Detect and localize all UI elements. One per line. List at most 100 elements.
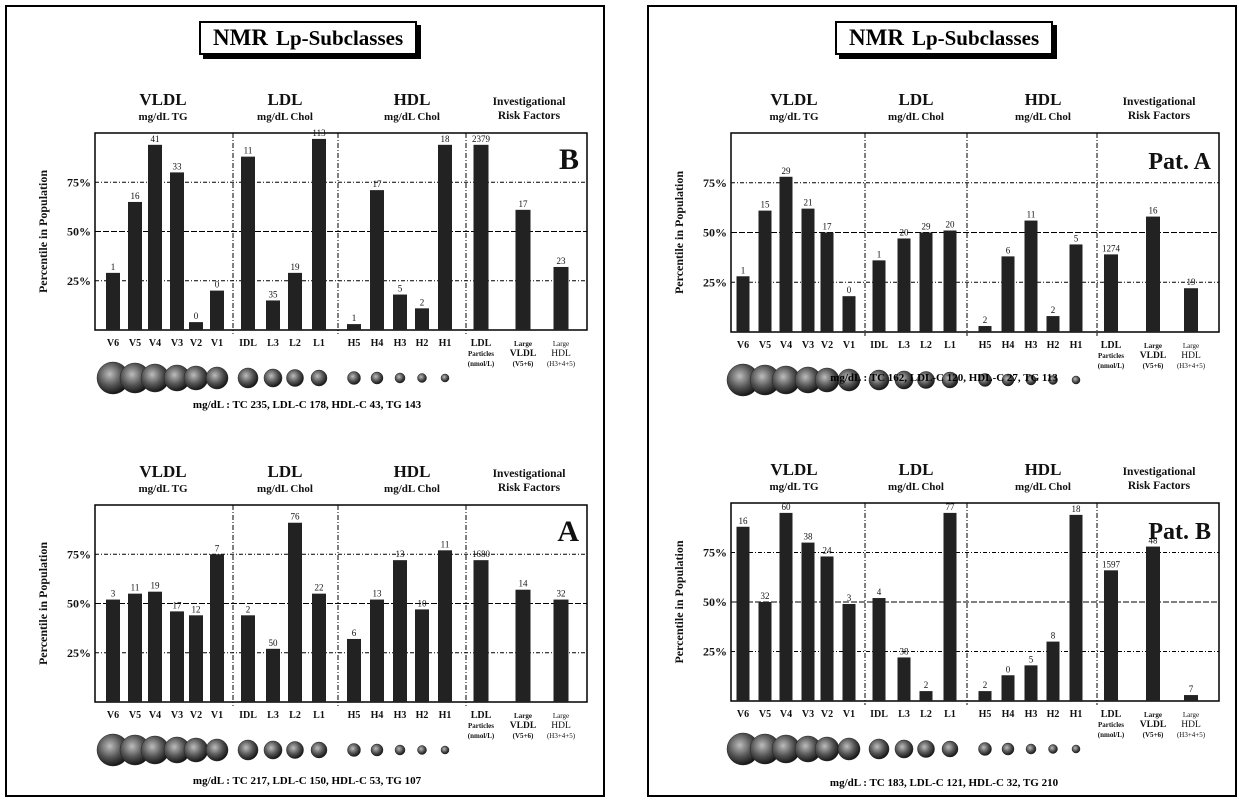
bar-value-label: 17 — [373, 179, 383, 189]
title-main: NMR — [213, 25, 268, 50]
category-label: L1 — [944, 340, 956, 351]
bar — [1104, 254, 1118, 332]
category-label: H2 — [1047, 340, 1060, 351]
particle-size-circle — [1001, 742, 1015, 756]
bar — [736, 276, 750, 332]
bar-value-label: 4 — [877, 587, 882, 597]
bar — [515, 209, 531, 330]
bar-value-label: 29 — [922, 222, 932, 232]
particle-size-circle — [237, 739, 259, 761]
bar — [515, 589, 531, 702]
bar-value-label: 13 — [396, 549, 406, 559]
bar — [370, 599, 384, 702]
bar — [779, 176, 793, 332]
particle-size-circle — [310, 369, 328, 387]
bar — [288, 272, 302, 330]
particle-size-circle — [837, 737, 861, 761]
category-label: V3 — [171, 338, 183, 349]
y-tick-label: 75% — [67, 175, 91, 189]
bar — [978, 691, 992, 701]
group-subheader: Risk Factors — [1128, 110, 1191, 122]
bar-value-label: 1 — [352, 313, 357, 323]
category-label: H1 — [439, 338, 452, 349]
bar-value-label: 2 — [983, 315, 988, 325]
bar-value-label: 5 — [398, 284, 403, 294]
bar-value-label: 17 — [519, 199, 529, 209]
category-label: (nmol/L) — [468, 360, 495, 368]
bar — [801, 542, 815, 701]
category-label: H4 — [1002, 709, 1015, 720]
y-tick-label: 50% — [703, 226, 727, 240]
bar-value-label: 16 — [131, 191, 141, 201]
group-header: HDL — [1025, 90, 1062, 109]
group-header: HDL — [394, 462, 431, 481]
bar-value-label: 41 — [151, 134, 160, 144]
particle-size-circle — [205, 738, 229, 762]
bar — [1046, 316, 1060, 332]
y-tick-label: 75% — [67, 547, 91, 561]
category-label: HDL — [1181, 351, 1201, 361]
category-label: V5 — [759, 709, 771, 720]
category-label: IDL — [239, 710, 257, 721]
summary-text: mg/dL : TC 162, LDL-C 120, HDL-C 27, TG … — [830, 372, 1058, 384]
bar — [736, 526, 750, 701]
category-label: LDL — [1101, 340, 1122, 351]
bar-value-label: 11 — [131, 583, 140, 593]
bar — [393, 294, 407, 330]
category-label: V2 — [190, 338, 202, 349]
bar-value-label: 5 — [1074, 233, 1079, 243]
category-label: Large — [514, 340, 532, 348]
group-subheader: mg/dL TG — [138, 111, 187, 123]
particle-size-circle — [394, 372, 406, 384]
bar-value-label: 5 — [1029, 654, 1034, 664]
bar — [1046, 641, 1060, 701]
bar — [820, 556, 834, 701]
category-label: L1 — [313, 338, 325, 349]
bar — [415, 609, 429, 702]
particle-size-circle — [978, 373, 992, 387]
category-label: L2 — [289, 338, 301, 349]
bar — [897, 238, 911, 332]
bar-value-label: 50 — [269, 638, 279, 648]
category-label: Large — [553, 712, 569, 720]
category-label: Particles — [1098, 352, 1124, 360]
group-header: HDL — [394, 90, 431, 109]
category-label: Particles — [468, 722, 494, 730]
y-tick-label: 75% — [703, 176, 727, 190]
category-label: L3 — [267, 710, 279, 721]
category-label: V6 — [107, 710, 119, 721]
bar-value-label: 17 — [823, 222, 833, 232]
bar-value-label: 20 — [946, 220, 956, 230]
category-label: IDL — [239, 338, 257, 349]
group-header: Investigational — [1123, 96, 1196, 108]
bar-value-label: 1680 — [472, 549, 491, 559]
bar-value-label: 1 — [741, 265, 746, 275]
group-subheader: mg/dL Chol — [384, 111, 440, 123]
category-label: L3 — [898, 340, 910, 351]
bar — [1104, 570, 1118, 701]
bar — [266, 648, 280, 702]
group-header: VLDL — [770, 460, 817, 479]
group-subheader: Risk Factors — [1128, 480, 1191, 492]
category-label: V6 — [737, 709, 749, 720]
bar-value-label: 76 — [291, 512, 301, 522]
bar — [1184, 695, 1198, 701]
bar — [312, 593, 326, 702]
bar — [170, 172, 184, 330]
bar — [779, 512, 793, 701]
category-label: V1 — [843, 340, 855, 351]
category-label: H2 — [416, 710, 429, 721]
category-label: Large — [1144, 342, 1162, 350]
summary-text: mg/dL : TC 235, LDL-C 178, HDL-C 43, TG … — [192, 399, 422, 411]
bar — [347, 638, 361, 702]
particle-size-circle — [347, 371, 361, 385]
chart-label: B — [559, 143, 579, 176]
bar — [872, 260, 886, 332]
bar-value-label: 35 — [269, 289, 279, 299]
category-label: V3 — [802, 709, 814, 720]
bar-value-label: 21 — [804, 198, 813, 208]
category-label: Large — [1183, 711, 1199, 719]
bar-value-label: 11 — [441, 539, 450, 549]
bar-value-label: 1274 — [1102, 243, 1121, 253]
category-label: HDL — [551, 721, 571, 731]
